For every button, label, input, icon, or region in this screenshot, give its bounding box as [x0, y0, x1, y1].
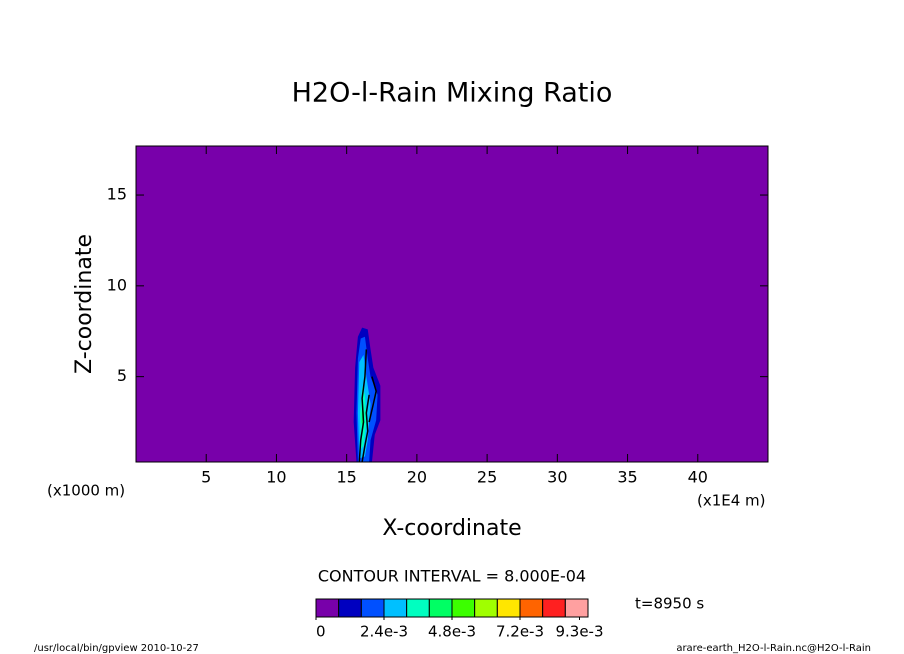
x-tick-label: 5 — [201, 468, 211, 487]
colorbar-box — [519, 598, 544, 618]
colorbar-box — [542, 598, 566, 618]
y-tick-label: 15 — [107, 185, 127, 204]
x-tick-label: 30 — [547, 468, 567, 487]
x-tick-label: 40 — [688, 468, 708, 487]
colorbar-box — [564, 598, 589, 618]
x-tick-label: 10 — [266, 468, 286, 487]
x-unit-left: (x1000 m) — [47, 482, 125, 500]
x-axis-label: X-coordinate — [382, 516, 521, 541]
colorbar-box — [474, 598, 498, 618]
y-axis-label: Z-coordinate — [72, 234, 97, 374]
colorbar-box — [496, 598, 521, 618]
colorbar-label: 9.3e-3 — [555, 623, 603, 641]
colorbar-box — [338, 598, 362, 618]
x-tick-label: 15 — [336, 468, 356, 487]
time-label: t=8950 s — [635, 595, 704, 613]
colorbar-label: 7.2e-3 — [496, 623, 544, 641]
contour-line — [368, 376, 377, 423]
colorbar-box — [383, 598, 408, 618]
colorbar-box — [428, 598, 453, 618]
chart-title: H2O-l-Rain Mixing Ratio — [292, 78, 613, 109]
colorbar-box — [406, 598, 430, 618]
footer-right: arare-earth_H2O-l-Rain.nc@H2O-l-Rain — [676, 643, 871, 654]
contour-line — [358, 349, 368, 462]
colorbar-box — [451, 598, 476, 618]
x-tick-label: 20 — [407, 468, 427, 487]
x-tick-label: 35 — [617, 468, 637, 487]
y-tick-label: 10 — [107, 275, 127, 294]
colorbar-box — [360, 598, 385, 618]
contour-interval: CONTOUR INTERVAL = 8.000E-04 — [318, 567, 586, 586]
colorbar-box — [315, 598, 340, 618]
colorbar-label: 0 — [316, 623, 326, 641]
contour-line — [361, 394, 370, 462]
x-unit-right: (x1E4 m) — [697, 492, 766, 510]
plot-background — [136, 146, 768, 462]
colorbar-label: 4.8e-3 — [428, 623, 476, 641]
x-tick-label: 25 — [477, 468, 497, 487]
plot-frame — [135, 145, 769, 463]
y-tick-label: 5 — [117, 366, 127, 385]
footer-left: /usr/local/bin/gpview 2010-10-27 — [34, 643, 199, 654]
colorbar-label: 2.4e-3 — [360, 623, 408, 641]
